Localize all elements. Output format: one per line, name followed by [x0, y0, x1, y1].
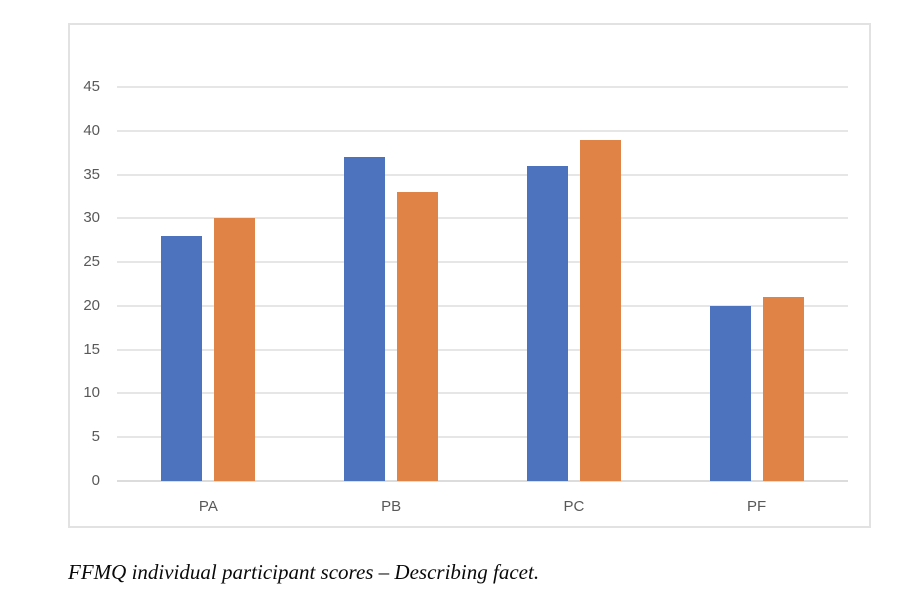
y-axis-tick-label: 5: [91, 428, 100, 446]
y-axis-tick-label: 35: [83, 165, 100, 183]
gridline: [117, 392, 848, 395]
gridline: [117, 173, 848, 176]
x-axis-category-label: PB: [381, 498, 402, 515]
x-axis-category-label: PF: [747, 498, 767, 515]
figure-caption: FFMQ individual participant scores – Des…: [68, 560, 540, 584]
bar-PC-series-1: [526, 165, 568, 481]
gridline: [117, 217, 848, 220]
x-axis-category-label: PA: [198, 498, 218, 515]
x-axis-line: [117, 480, 848, 482]
bar-PA-series-2: [214, 218, 256, 481]
y-axis-tick-label: 40: [83, 121, 100, 139]
y-axis-tick-label: 25: [83, 253, 100, 271]
y-axis-tick-label: 20: [83, 296, 100, 314]
y-axis-tick-label: 0: [91, 472, 100, 489]
bar-PF-series-1: [709, 305, 751, 481]
y-axis-tick-label: 10: [83, 384, 100, 402]
gridline: [117, 304, 848, 307]
gridline: [117, 261, 848, 264]
gridline: [117, 129, 848, 132]
bar-PF-series-2: [762, 297, 804, 481]
y-axis-tick-label: 15: [83, 340, 100, 358]
bar-PC-series-2: [579, 139, 621, 481]
gridline: [117, 86, 848, 88]
gridline: [117, 436, 848, 439]
chart-container: 0 5 10 15 20 25 30 35 40 45 PA PB PC PF: [68, 23, 871, 528]
gridline: [117, 348, 848, 351]
y-axis-tick-label: 45: [83, 78, 100, 95]
x-axis-category-label: PC: [563, 498, 585, 515]
bar-PB-series-2: [397, 192, 439, 481]
bar-PA-series-1: [161, 235, 203, 481]
plot-area: 0 5 10 15 20 25 30 35 40 45 PA PB PC PF: [83, 78, 848, 515]
bar-PB-series-1: [344, 157, 386, 481]
y-axis-tick-label: 30: [83, 209, 100, 227]
